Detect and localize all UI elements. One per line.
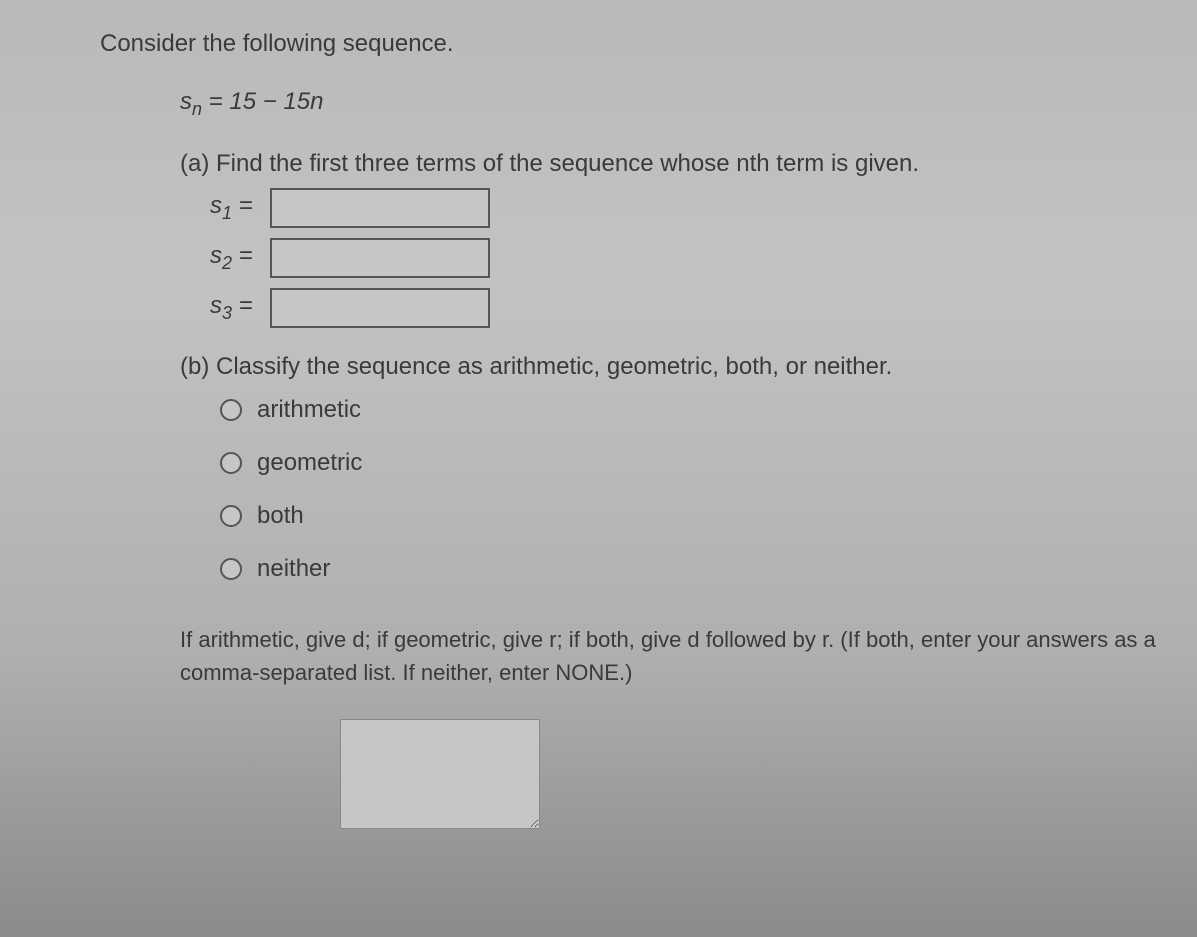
term-2-eq: =: [232, 242, 253, 269]
radio-circle-icon: [220, 399, 242, 421]
radio-label-neither: neither: [257, 555, 330, 583]
part-a-label: (a) Find the first three terms of the se…: [180, 150, 919, 177]
term-1-input[interactable]: [270, 188, 490, 228]
instruction-text: If arithmetic, give d; if geometric, giv…: [180, 623, 1157, 689]
part-b-label: (b) Classify the sequence as arithmetic,…: [180, 353, 892, 380]
formula-eq: = 15 − 15n: [202, 88, 323, 115]
radio-group: arithmetic geometric both neither: [220, 396, 1157, 583]
term-3-label: s3 =: [210, 292, 270, 324]
radio-label-arithmetic: arithmetic: [257, 396, 361, 424]
answer-textarea[interactable]: [340, 719, 540, 829]
term-row-2: s2 =: [210, 238, 1157, 278]
radio-option-neither[interactable]: neither: [220, 555, 1157, 583]
radio-label-geometric: geometric: [257, 449, 362, 477]
radio-option-geometric[interactable]: geometric: [220, 449, 1157, 477]
term-1-label: s1 =: [210, 192, 270, 224]
term-2-var: s: [210, 242, 222, 269]
radio-circle-icon: [220, 505, 242, 527]
term-row-3: s3 =: [210, 288, 1157, 328]
term-2-input[interactable]: [270, 238, 490, 278]
radio-option-arithmetic[interactable]: arithmetic: [220, 396, 1157, 424]
radio-label-both: both: [257, 502, 304, 530]
sequence-formula: sn = 15 − 15n: [180, 88, 1157, 120]
term-1-sub: 1: [222, 203, 232, 223]
question-intro: Consider the following sequence.: [100, 30, 1157, 58]
term-1-eq: =: [232, 192, 253, 219]
term-1-var: s: [210, 192, 222, 219]
part-b: (b) Classify the sequence as arithmetic,…: [180, 353, 1157, 583]
term-2-label: s2 =: [210, 242, 270, 274]
term-row-1: s1 =: [210, 188, 1157, 228]
term-2-sub: 2: [222, 253, 232, 273]
term-3-var: s: [210, 292, 222, 319]
term-3-eq: =: [232, 292, 253, 319]
radio-option-both[interactable]: both: [220, 502, 1157, 530]
term-3-sub: 3: [222, 303, 232, 323]
radio-circle-icon: [220, 558, 242, 580]
part-a: (a) Find the first three terms of the se…: [180, 150, 1157, 328]
formula-var: s: [180, 88, 192, 115]
term-3-input[interactable]: [270, 288, 490, 328]
radio-circle-icon: [220, 452, 242, 474]
formula-sub: n: [192, 99, 202, 119]
